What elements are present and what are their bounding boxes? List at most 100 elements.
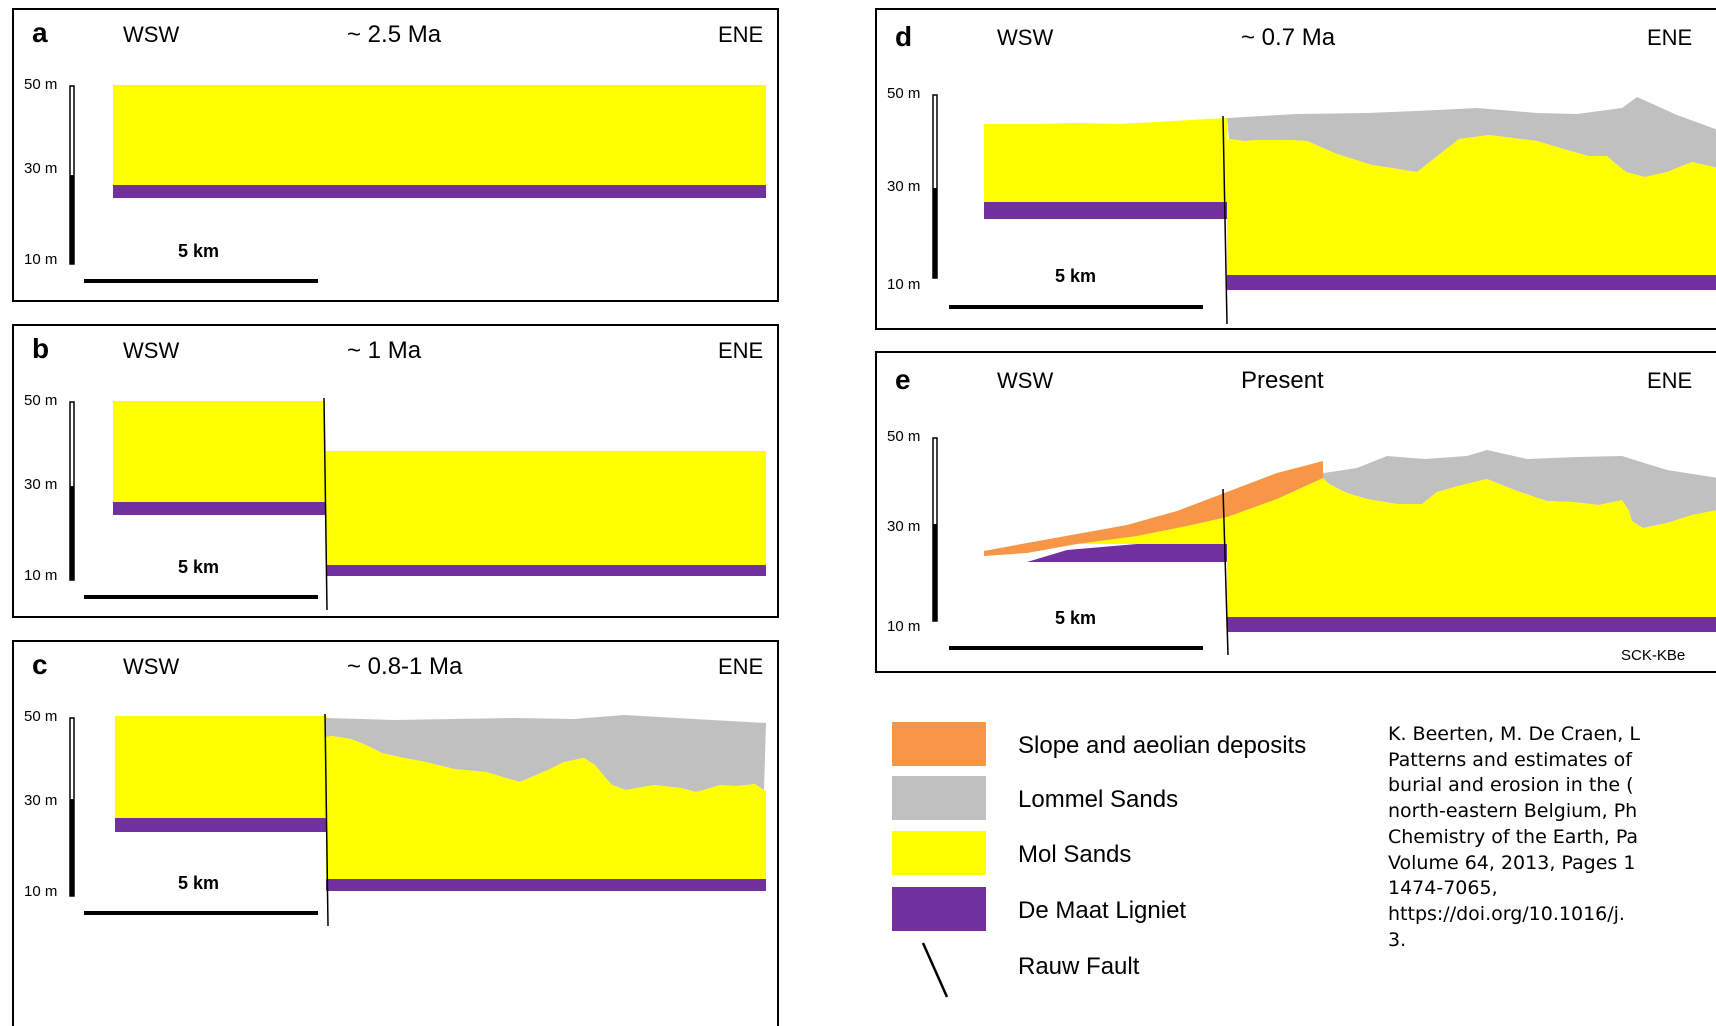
scale-label: 5 km: [178, 557, 220, 577]
east-label: ENE: [718, 22, 764, 47]
rauw-fault: [1222, 488, 1229, 656]
de-maat-ligniet-layer-east: [1227, 275, 1716, 290]
panel-b: b WSW ~ 1 Ma ENE 50 m 30 m 10 m 5 km: [12, 324, 779, 618]
scale-label: 5 km: [1055, 266, 1097, 286]
rauw-fault: [1222, 115, 1228, 325]
citation-line: Chemistry of the Earth, Pa: [1388, 825, 1639, 848]
panel-label: e: [895, 364, 911, 395]
west-label: WSW: [123, 338, 180, 363]
tick-50m: 50 m: [887, 428, 921, 445]
tick-10m: 10 m: [24, 567, 58, 584]
panel-label: d: [895, 21, 913, 52]
tick-10m: 10 m: [887, 618, 921, 635]
de-maat-ligniet-layer-west: [1027, 544, 1227, 562]
credit-label: SCK-KBe: [1621, 647, 1686, 664]
legend-swatch-mol-sands: [892, 831, 986, 875]
legend-swatch-lommel-sands: [892, 776, 986, 820]
legend-label-slope-aeolian: Slope and aeolian deposits: [1018, 732, 1307, 759]
lommel-sands-layer: [1317, 450, 1716, 528]
tick-30m: 30 m: [24, 160, 58, 177]
rauw-fault: [324, 713, 329, 927]
de-maat-ligniet-layer-east: [326, 879, 766, 891]
mol-sands-layer-east: [326, 736, 766, 879]
west-label: WSW: [123, 22, 180, 47]
mol-sands-layer-west: [113, 401, 325, 502]
legend-swatch-slope-aeolian: [892, 722, 986, 766]
tick-30m: 30 m: [887, 518, 921, 535]
de-maat-ligniet-layer: [113, 185, 766, 198]
legend-label-rauw-fault: Rauw Fault: [1018, 953, 1140, 980]
scale-label: 5 km: [178, 241, 220, 261]
tick-30m: 30 m: [24, 476, 58, 493]
west-label: WSW: [997, 25, 1054, 50]
tick-50m: 50 m: [24, 392, 58, 409]
tick-50m: 50 m: [24, 708, 58, 725]
west-label: WSW: [123, 654, 180, 679]
tick-10m: 10 m: [24, 251, 58, 268]
citation-line: Patterns and estimates of: [1388, 748, 1632, 771]
east-label: ENE: [718, 654, 764, 679]
mol-sands-layer-east: [1227, 135, 1716, 275]
mol-sands-layer-west: [1077, 517, 1227, 544]
citation-text: K. Beerten, M. De Craen, L Patterns and e…: [1388, 722, 1716, 953]
panel-label: b: [32, 333, 50, 364]
distance-scale-bar: [84, 595, 318, 599]
distance-scale-bar: [949, 305, 1203, 309]
citation-line: Volume 64, 2013, Pages 1: [1388, 851, 1636, 874]
mol-sands-layer-west: [984, 118, 1227, 202]
mol-sands-layer-west: [115, 716, 327, 818]
legend-swatch-de-maat-ligniet: [892, 887, 986, 931]
citation-line: burial and erosion in the (: [1388, 774, 1634, 797]
de-maat-ligniet-layer-east: [326, 565, 766, 576]
scale-label: 5 km: [178, 873, 220, 893]
panel-e: e WSW Present ENE 50 m 30 m 10 m 5 km SC…: [875, 351, 1716, 673]
panel-d: d WSW ~ 0.7 Ma ENE 50 m 30 m 10 m 5 km: [875, 8, 1716, 330]
de-maat-ligniet-layer-west: [115, 818, 327, 832]
tick-50m: 50 m: [887, 85, 921, 102]
legend-label-mol-sands: Mol Sands: [1018, 841, 1132, 868]
distance-scale-bar: [84, 279, 318, 283]
panel-b-section: [69, 397, 766, 611]
mol-sands-layer: [113, 85, 766, 185]
panel-label: c: [32, 649, 48, 680]
panel-label: a: [32, 17, 48, 48]
legend-fault-line-icon: [921, 942, 949, 998]
tick-50m: 50 m: [24, 76, 58, 93]
scale-label: 5 km: [1055, 608, 1097, 628]
de-maat-ligniet-layer-west: [113, 502, 325, 515]
lommel-sands-layer: [326, 715, 766, 792]
panel-c: c WSW ~ 0.8-1 Ma ENE 50 m 30 m 10 m 5 km: [12, 640, 779, 1026]
citation-line: north-eastern Belgium, Ph: [1388, 800, 1638, 823]
distance-scale-bar: [949, 646, 1203, 650]
legend-label-de-maat-ligniet: De Maat Ligniet: [1018, 897, 1187, 924]
tick-10m: 10 m: [24, 883, 58, 900]
legend-label-lommel-sands: Lommel Sands: [1018, 786, 1179, 813]
citation-line: 1474-7065,: [1388, 877, 1498, 900]
slope-aeolian-layer: [984, 461, 1323, 556]
rauw-fault: [323, 397, 328, 611]
age-label: ~ 1 Ma: [347, 337, 422, 364]
panel-c-section: [69, 713, 766, 927]
panel-d-section: [932, 94, 1716, 325]
east-label: ENE: [1647, 25, 1693, 50]
mol-sands-layer-east: [1227, 478, 1716, 617]
age-label: ~ 0.7 Ma: [1241, 24, 1336, 51]
west-label: WSW: [997, 368, 1054, 393]
citation-line: https://doi.org/10.1016/j.: [1388, 902, 1625, 925]
panel-a-section: [69, 85, 766, 283]
mol-sands-layer-east: [326, 451, 766, 565]
panel-e-section: [932, 437, 1716, 656]
age-label: ~ 2.5 Ma: [347, 21, 442, 48]
panel-a: a WSW ~ 2.5 Ma ENE 50 m 30 m 10 m 5 km: [12, 8, 779, 302]
tick-10m: 10 m: [887, 276, 921, 293]
tick-30m: 30 m: [887, 178, 921, 195]
lommel-sands-layer: [1227, 97, 1716, 177]
age-label: Present: [1241, 367, 1324, 394]
east-label: ENE: [1647, 368, 1693, 393]
tick-30m: 30 m: [24, 792, 58, 809]
de-maat-ligniet-layer-east: [1227, 617, 1716, 632]
east-label: ENE: [718, 338, 764, 363]
citation-line: K. Beerten, M. De Craen, L: [1388, 723, 1640, 745]
de-maat-ligniet-layer-west: [984, 202, 1227, 219]
distance-scale-bar: [84, 911, 318, 915]
